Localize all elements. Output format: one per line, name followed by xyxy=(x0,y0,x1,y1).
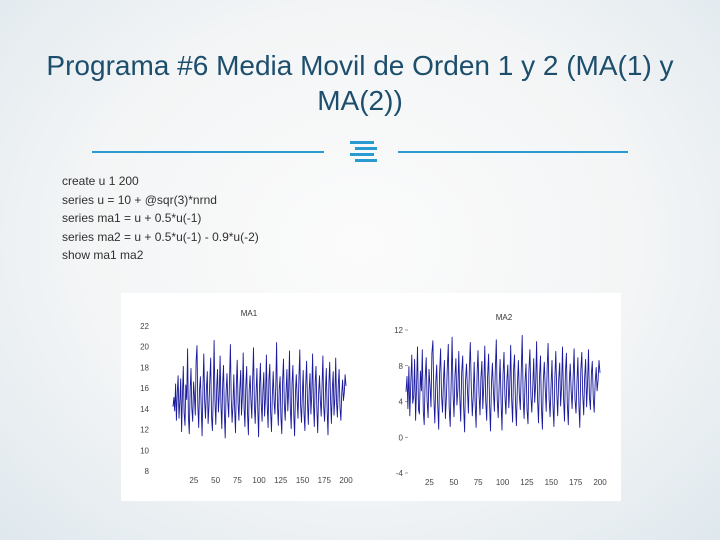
list-icon xyxy=(350,141,377,162)
x-tick-label: 50 xyxy=(449,478,458,487)
charts-svg: MA1 8 10 12 14 16 18 20 22 25 50 75 100 125 150 175 200 M… xyxy=(140,309,607,487)
x-tick-label: 25 xyxy=(189,476,198,485)
x-tick-label: 175 xyxy=(569,478,583,487)
y-tick-label: 14 xyxy=(140,405,149,414)
y-tick-label: 22 xyxy=(140,322,149,331)
y-tick-label: 16 xyxy=(140,384,149,393)
y-tick-label: 4 xyxy=(399,398,404,407)
slide-title: Programa #6 Media Movil de Orden 1 y 2 (… xyxy=(46,50,674,116)
series-line-ma2 xyxy=(405,334,601,433)
x-tick-label: 100 xyxy=(496,478,510,487)
x-tick-label: 125 xyxy=(274,476,288,485)
series-line-ma1 xyxy=(172,340,347,439)
x-tick-label: 75 xyxy=(474,478,483,487)
x-tick-label: 200 xyxy=(593,478,607,487)
y-tick-label: 8 xyxy=(145,467,150,476)
code-line: create u 1 200 xyxy=(62,174,139,188)
x-tick-label: 25 xyxy=(425,478,434,487)
code-line: show ma1 ma2 xyxy=(62,248,144,262)
x-tick-label: 50 xyxy=(211,476,220,485)
y-tick-label: 18 xyxy=(140,363,149,372)
title-divider-left xyxy=(92,151,324,153)
x-tick-label: 100 xyxy=(252,476,266,485)
y-tick-label: 0 xyxy=(399,433,404,442)
chart-title-ma2: MA2 xyxy=(496,313,513,322)
x-tick-label: 200 xyxy=(339,476,353,485)
x-tick-label: 150 xyxy=(296,476,310,485)
x-tick-label: 75 xyxy=(233,476,242,485)
title-divider-right xyxy=(398,151,628,153)
code-line: series ma1 = u + 0.5*u(-1) xyxy=(62,211,202,225)
y-tick-label: -4 xyxy=(396,469,404,478)
chart-image: MA1 8 10 12 14 16 18 20 22 25 50 75 100 125 150 175 200 M… xyxy=(121,293,621,501)
y-tick-label: 10 xyxy=(140,446,149,455)
x-tick-label: 125 xyxy=(520,478,534,487)
code-line: series u = 10 + @sqr(3)*nrnd xyxy=(62,192,217,207)
code-block: create u 1 200 series u = 10 + @sqr(3)*n… xyxy=(62,172,259,265)
x-tick-label: 150 xyxy=(545,478,559,487)
code-line: series ma2 = u + 0.5*u(-1) - 0.9*u(-2) xyxy=(62,229,259,244)
x-tick-label: 175 xyxy=(318,476,332,485)
y-tick-label: 12 xyxy=(140,426,149,435)
y-tick-label: 20 xyxy=(140,343,149,352)
y-tick-label: 12 xyxy=(394,326,403,335)
chart-title-ma1: MA1 xyxy=(241,309,258,318)
y-tick-label: 8 xyxy=(399,362,404,371)
